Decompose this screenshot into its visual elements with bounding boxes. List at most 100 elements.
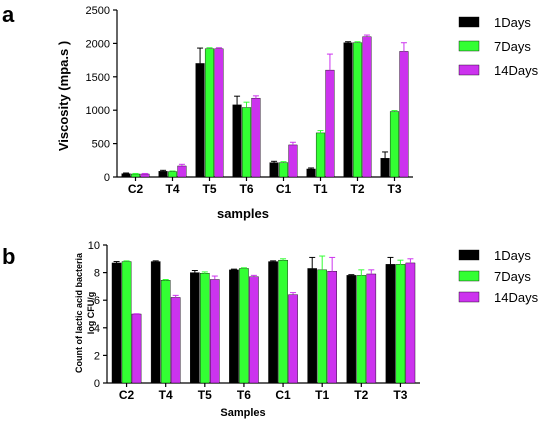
error-bar-b-t1-14days — [329, 256, 336, 272]
bar-b-t2-14days — [366, 273, 377, 384]
bar-b-t2-7days — [356, 275, 367, 384]
error-bar-b-c2-7days — [123, 260, 130, 262]
panel-b-x-axis-title: Samples — [220, 407, 265, 419]
error-bar-a-t3-7days — [391, 110, 398, 112]
panel-b-y-axis-title-line1: Count of lactic acid bacteria — [74, 252, 84, 373]
legend-swatch-1days — [458, 249, 480, 261]
error-bar-a-t1-1days — [308, 167, 315, 169]
error-bar-a-c1-14days — [289, 141, 296, 145]
panel-a-y-axis-title: Viscosity (mpa.s ) — [56, 41, 71, 151]
panel-letter-b: b — [2, 244, 15, 269]
bar-b-t1-1days — [307, 268, 318, 384]
panel-b-x-tick-label-t3: T3 — [393, 388, 407, 402]
error-bar-b-t6-14days — [250, 274, 257, 277]
error-bar-a-t6-1days — [234, 95, 241, 105]
error-bar-a-t5-7days — [206, 47, 213, 49]
bar-a-t1-7days — [315, 132, 326, 178]
panel-b-bars — [111, 259, 416, 384]
error-bar-a-t2-1days — [345, 41, 352, 43]
error-bar-a-t3-14days — [400, 42, 407, 52]
bar-b-t3-7days — [395, 264, 406, 384]
bar-a-t6-14days — [251, 97, 261, 178]
error-bar-a-t2-7days — [354, 41, 361, 43]
panel-b-x-tick-label-c2: C2 — [119, 388, 135, 402]
bar-a-t4-7days — [167, 171, 178, 178]
legend-label-7days: 7Days — [494, 39, 531, 54]
panel-b-x-tick-label-t6: T6 — [237, 388, 251, 402]
error-bar-b-t2-7days — [358, 269, 365, 276]
bar-a-t6-1days — [232, 104, 242, 178]
error-bar-a-t4-1days — [160, 169, 167, 172]
error-bar-b-t4-14days — [172, 294, 179, 298]
panel-b-x-tick-label-t2: T2 — [354, 388, 368, 402]
panel-b-y-tick-labels: 0 2 4 6 8 10 — [88, 240, 100, 390]
bar-b-t2-1days — [346, 275, 357, 384]
panel-b-y-tick-label: 0 — [94, 378, 100, 390]
bar-b-c2-14days — [131, 313, 142, 384]
error-bar-b-t1-7days — [319, 255, 326, 270]
bar-a-t4-14days — [177, 165, 187, 178]
bar-a-t5-1days — [195, 63, 205, 178]
panel-a-bars — [121, 36, 409, 178]
bar-b-t4-7days — [160, 279, 171, 384]
error-bar-b-t3-14days — [407, 258, 414, 263]
panel-a-x-tick-label-t6: T6 — [239, 182, 253, 196]
error-bar-b-t2-1days — [348, 274, 355, 276]
error-bar-a-t6-7days — [243, 101, 250, 108]
panel-b-y-tick-label: 8 — [94, 268, 100, 280]
bar-b-t3-1days — [385, 264, 396, 384]
panel-a-legend: 1Days 7Days 14Days — [458, 15, 539, 78]
panel-b-x-tick-label-t1: T1 — [315, 388, 329, 402]
bar-b-c1-1days — [268, 261, 278, 384]
panel-a-y-tick-label: 0 — [104, 172, 110, 184]
panel-a-y-tick-label: 2500 — [86, 5, 110, 17]
bar-b-t5-7days — [200, 273, 210, 384]
bar-b-t1-7days — [317, 269, 327, 384]
panel-b-y-tick-label: 6 — [94, 295, 100, 307]
error-bar-a-t2-14days — [363, 34, 370, 37]
panel-a-x-tick-labels: C2 T4 T5 T6 C1 T1 T2 T3 — [128, 182, 402, 196]
error-bar-b-t3-7days — [397, 259, 404, 265]
bar-b-c1-7days — [278, 259, 288, 384]
error-bar-b-t6-7days — [240, 267, 247, 269]
panel-a-y-tick-label: 500 — [92, 139, 110, 151]
legend-label-7days: 7Days — [494, 269, 531, 284]
panel-b: b 0 2 4 6 8 10 C2 T4 T5 T6 C1 T1 T2 T3 Samples Count… — [2, 240, 539, 419]
error-bar-a-c2-1days — [123, 172, 130, 174]
bar-b-t6-7days — [239, 268, 249, 384]
error-bar-a-t3-1days — [382, 151, 389, 159]
error-bar-a-c1-7days — [280, 161, 287, 163]
panel-letter-a: a — [2, 2, 15, 27]
bar-a-t5-14days — [214, 48, 224, 178]
panel-a-x-tick-label-c1: C1 — [276, 182, 292, 196]
legend-swatch-7days — [458, 270, 480, 282]
error-bar-b-c2-1days — [113, 261, 120, 263]
bar-a-t3-1days — [380, 158, 390, 178]
bar-b-t1-14days — [327, 271, 337, 384]
error-bar-b-t3-1days — [387, 256, 394, 265]
bar-b-t6-14days — [249, 276, 259, 384]
bar-a-t2-7days — [352, 42, 363, 178]
error-bar-a-c2-7days — [132, 172, 139, 174]
panel-b-x-tick-label-t5: T5 — [198, 388, 212, 402]
legend-swatch-14days — [458, 64, 480, 76]
bar-b-t4-14days — [170, 297, 181, 384]
bar-b-t6-1days — [229, 269, 239, 384]
panel-a-y-tick-label: 1500 — [86, 72, 110, 84]
bar-b-t3-14days — [405, 262, 416, 384]
bar-a-c2-7days — [130, 173, 141, 178]
panel-b-x-tick-label-c1: C1 — [275, 388, 291, 402]
bar-a-c2-14days — [140, 173, 150, 178]
bar-a-c1-1days — [269, 162, 279, 178]
legend-label-14days: 14Days — [494, 63, 539, 78]
panel-a-x-tick-label-t4: T4 — [165, 182, 179, 196]
bar-a-t3-7days — [389, 111, 400, 178]
bar-b-t4-1days — [150, 261, 161, 384]
panel-a-y-tick-label: 2000 — [86, 38, 110, 50]
panel-a-x-tick-label-t1: T1 — [313, 182, 327, 196]
error-bar-a-t6-14days — [252, 95, 259, 99]
bar-a-t2-14days — [362, 36, 372, 178]
error-bar-b-t6-1days — [230, 268, 237, 270]
bar-a-t1-14days — [325, 69, 335, 178]
legend-swatch-1days — [458, 16, 480, 28]
